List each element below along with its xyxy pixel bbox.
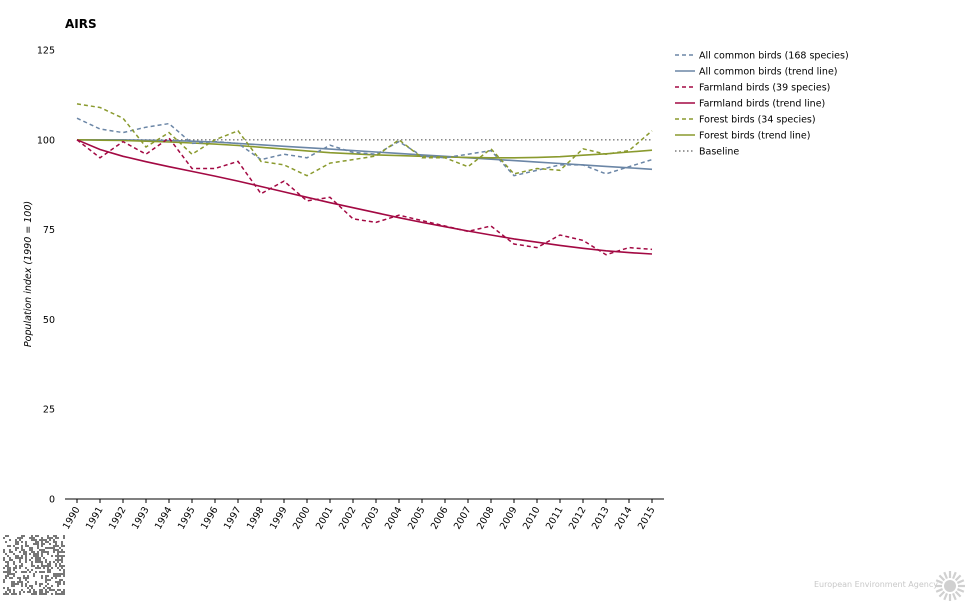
x-tick-label: 2006 [429,505,451,531]
x-tick-label: 2000 [291,505,313,531]
y-tick-label: 50 [43,315,55,326]
footer-brand: European Environment Agency [814,580,938,589]
y-tick-label: 25 [43,405,55,416]
y-tick-label: 100 [37,135,55,146]
legend-label: All common birds (168 species) [699,51,849,62]
x-tick-label: 2003 [360,505,382,531]
x-tick-label: 1992 [107,505,129,531]
x-tick-label: 2001 [314,505,336,531]
x-tick-label: 2011 [544,505,566,531]
x-tick-label: 2002 [337,505,359,531]
x-tick-label: 1999 [268,505,290,531]
eea-logo-icon [935,571,965,601]
series-line-1[interactable] [77,139,653,171]
x-tick-label: 2008 [475,505,497,531]
x-tick-label: 2004 [383,505,405,531]
x-tick-label: 1997 [222,505,244,531]
x-axis: 1990 1991 1992 1993 1994 1995 1996 1997 1998 1999… [61,498,664,531]
y-tick-label: 125 [37,46,55,57]
y-tick-label: 0 [49,495,55,506]
x-tick-label: 2005 [406,505,428,531]
legend-label: Forest birds (34 species) [699,115,816,126]
y-axis-title: Population index (1990 = 100) [23,201,34,347]
series-layer [76,103,653,256]
x-tick-label: 1995 [176,505,198,531]
legend-label: Farmland birds (39 species) [699,83,830,94]
legend-item[interactable]: Forest birds (34 species) [675,115,816,126]
legend-item[interactable]: All common birds (trend line) [675,67,838,78]
y-tick-label: 75 [43,225,55,236]
legend-label: Farmland birds (trend line) [699,99,825,110]
x-tick-label: 2012 [567,505,589,531]
x-tick-label: 2015 [636,505,658,531]
legend-label: Baseline [699,147,739,158]
legend: All common birds (168 species) All common… [675,51,849,158]
series-line-2[interactable] [76,136,653,256]
chart-title: AIRS [65,17,97,31]
x-tick-label: 1991 [84,505,106,531]
qr-code-icon [3,535,65,595]
legend-item[interactable]: Farmland birds (trend line) [675,99,825,110]
x-tick-label: 2007 [452,505,474,531]
x-tick-label: 1990 [61,505,83,531]
series-line-4[interactable] [76,103,653,177]
x-tick-label: 2014 [613,505,635,531]
legend-item[interactable]: Forest birds (trend line) [675,131,810,142]
x-tick-label: 1998 [245,505,267,531]
y-axis: 0 25 50 75 100 125 [37,46,55,506]
x-tick-label: 2009 [498,505,520,531]
legend-item[interactable]: Baseline [675,147,739,158]
series-line-3[interactable] [76,139,653,255]
legend-label: Forest birds (trend line) [699,131,810,142]
x-tick-label: 1993 [130,505,152,531]
x-tick-label: 2010 [521,505,543,531]
x-tick-label: 2013 [590,505,612,531]
x-tick-label: 1994 [153,505,175,531]
legend-item[interactable]: Farmland birds (39 species) [675,83,830,94]
legend-label: All common birds (trend line) [699,67,838,78]
x-tick-label: 1996 [199,505,221,531]
series-line-5[interactable] [76,139,653,159]
series-line-0[interactable] [76,117,653,177]
legend-item[interactable]: All common birds (168 species) [675,51,849,62]
